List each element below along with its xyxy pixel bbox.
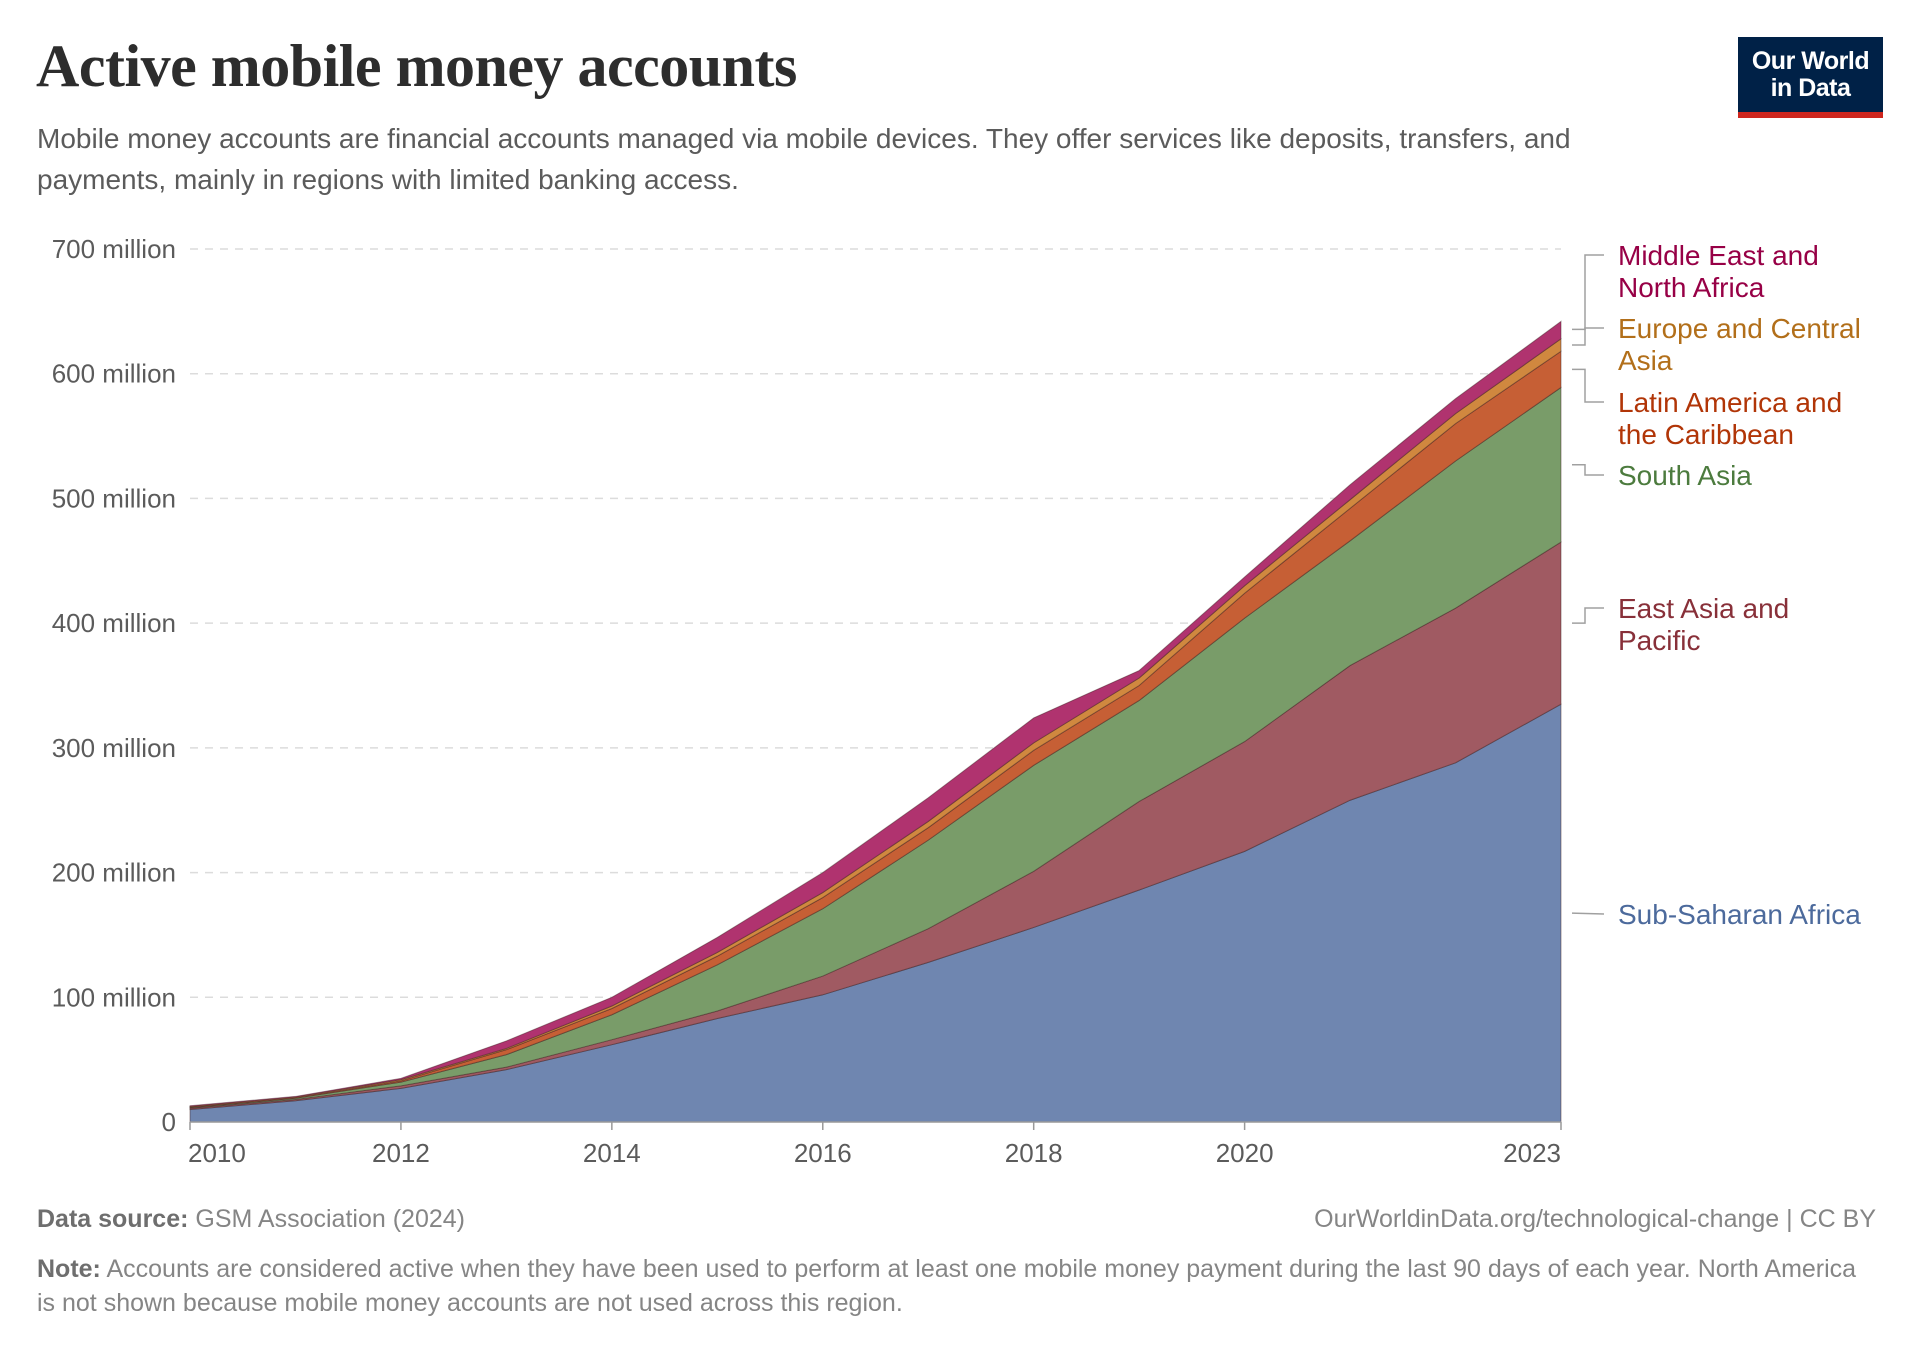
source-link[interactable]: OurWorldinData.org/technological-change … (1314, 1205, 1876, 1233)
note-text: Accounts are considered active when they… (37, 1255, 1857, 1317)
logo-line2: in Data (1770, 74, 1851, 102)
y-tick-label: 500 million (52, 483, 176, 513)
chart-title: Active mobile money accounts (36, 33, 797, 99)
source-label: Data source: (37, 1205, 189, 1233)
label-connector (1572, 368, 1604, 403)
area-south-asia (189, 386, 1562, 1109)
label-connector (1572, 327, 1604, 346)
source-text: GSM Association (2024) (195, 1205, 465, 1233)
series-label-line: Asia (1618, 345, 1673, 376)
axes: 0 100 million 200 million 300 million 400 mi… (52, 234, 1562, 1168)
series-label-line: North Africa (1618, 272, 1765, 303)
x-tick-label: 2012 (372, 1138, 430, 1168)
series-label-line: Middle East and (1618, 240, 1819, 271)
owid-logo[interactable]: Our World in Data (1738, 37, 1883, 118)
y-tick-label: 200 million (52, 858, 176, 888)
area-latin-america-and-the-caribbean (189, 350, 1562, 1109)
chart-note: Note: Accounts are considered active whe… (37, 1252, 1867, 1320)
series-label-line: East Asia and (1618, 593, 1789, 624)
series-label: Sub-Saharan Africa (1571, 899, 1861, 930)
x-tick-label: 2018 (1005, 1138, 1063, 1168)
area-europe-and-central-asia (189, 337, 1562, 1108)
series-label-line: Pacific (1618, 625, 1700, 656)
label-connector (1572, 464, 1604, 476)
series-label-line: the Caribbean (1618, 419, 1794, 450)
data-source: Data source: GSM Association (2024) (37, 1205, 465, 1234)
note-label: Note: (37, 1255, 101, 1283)
series-label: South Asia (1572, 460, 1752, 491)
areas (189, 320, 1562, 1123)
y-tick-label: 700 million (52, 234, 176, 264)
series-label-line: South Asia (1618, 460, 1752, 491)
y-tick-label: 400 million (52, 608, 176, 638)
series-label-line: Sub-Saharan Africa (1618, 899, 1861, 930)
y-tick-label: 300 million (52, 733, 176, 763)
label-connector (1571, 912, 1605, 915)
chart-subtitle: Mobile money accounts are financial acco… (37, 123, 1571, 195)
area-middle-east-and-north-africa (189, 320, 1562, 1107)
label-connector (1572, 254, 1604, 331)
x-tick-label: 2023 (1503, 1138, 1561, 1168)
series-label-line: Europe and Central (1618, 313, 1861, 344)
label-connector (1572, 607, 1604, 624)
y-tick-label: 600 million (52, 359, 176, 389)
series-label-line: Latin America and (1618, 387, 1842, 418)
y-tick-label: 0 (162, 1107, 176, 1137)
x-tick-label: 2016 (794, 1138, 852, 1168)
x-tick-label: 2014 (583, 1138, 641, 1168)
x-tick-label: 2010 (188, 1138, 246, 1168)
y-tick-label: 100 million (52, 982, 176, 1012)
logo-line1: Our World (1751, 47, 1870, 75)
x-tick-label: 2020 (1216, 1138, 1274, 1168)
